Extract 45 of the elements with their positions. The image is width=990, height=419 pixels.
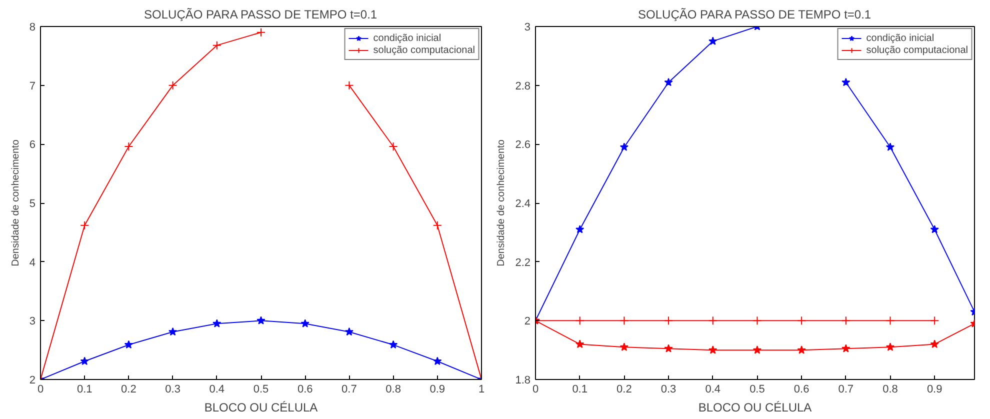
y-tick-label: 3 [524, 22, 531, 34]
y-tick-label: 1.8 [515, 374, 531, 386]
legend-label: condição inicial [866, 32, 934, 44]
x-tick-label: 0.9 [926, 384, 942, 396]
x-tick-label: 0.8 [882, 384, 898, 396]
x-tick-label: 0.1 [572, 384, 588, 396]
legend-label: solução computacional [373, 44, 475, 56]
y-tick-label: 4 [29, 256, 36, 269]
x-tick-label: 0.3 [660, 384, 676, 396]
y-tick-label: 7 [29, 80, 36, 92]
x-tick-label: 0.4 [209, 384, 225, 396]
y-tick-label: 6 [29, 139, 36, 152]
x-axis-title: BLOCO OU CÉLULA [698, 400, 812, 414]
y-tick-label: 2.4 [515, 198, 531, 210]
x-tick-label: 0.5 [750, 384, 765, 396]
x-tick-label: 0.6 [794, 384, 810, 396]
x-axis-title: BLOCO OU CÉLULA [204, 400, 318, 414]
y-tick-label: 2.8 [515, 80, 531, 92]
x-tick-label: 0 [532, 384, 539, 396]
x-tick-label: 0 [37, 384, 44, 396]
x-tick-label: 0.1 [76, 384, 92, 396]
y-tick-label: 2.2 [515, 256, 531, 269]
y-tick-label: 3 [29, 316, 36, 328]
x-tick-label: 0.8 [386, 384, 401, 396]
x-tick-label: 0.3 [165, 384, 180, 396]
legend-label: condição inicial [373, 32, 442, 44]
x-tick-label: 0.7 [342, 384, 357, 396]
y-tick-label: 8 [29, 22, 36, 34]
chart-title: SOLUÇÃO PARA PASSO DE TEMPO t=0.1 [144, 8, 378, 22]
x-tick-label: 0.5 [253, 384, 269, 396]
x-tick-label: 0.2 [121, 384, 136, 396]
x-tick-label: 0.2 [616, 384, 632, 396]
x-tick-label: 1 [478, 384, 485, 396]
x-tick-label: 0.4 [705, 384, 721, 396]
legend-label: solução computacional [866, 44, 968, 56]
x-tick-label: 0.9 [430, 384, 446, 396]
chart-title: SOLUÇÃO PARA PASSO DE TEMPO t=0.1 [638, 8, 872, 22]
y-tick-label: 2 [29, 374, 36, 386]
y-axis-title: Densidade de conhecimento [10, 139, 22, 266]
y-tick-label: 2.6 [515, 139, 531, 152]
y-tick-label: 2 [524, 316, 531, 328]
x-tick-label: 0.7 [838, 384, 854, 396]
y-tick-label: 5 [29, 198, 36, 210]
x-tick-label: 0.6 [297, 384, 313, 396]
y-axis-title: Densidade de conhecimento [496, 139, 508, 266]
